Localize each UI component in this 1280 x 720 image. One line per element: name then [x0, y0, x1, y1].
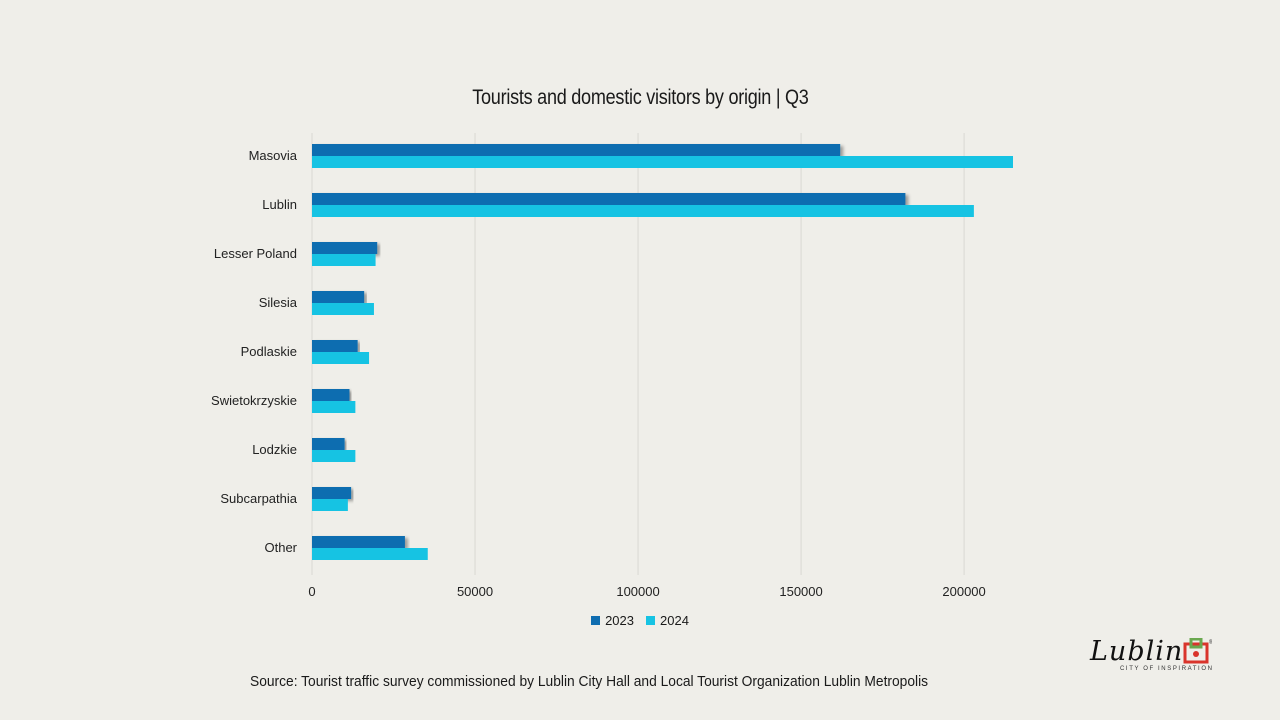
bar-2024-lublin [312, 205, 974, 217]
logo-wordmark: Lublin [1090, 636, 1184, 667]
source-note: Source: Tourist traffic survey commissio… [250, 673, 929, 690]
bar-2024-masovia [312, 156, 1013, 168]
bar-2024-subcarpathia [312, 499, 348, 511]
x-tick-label: 50000 [457, 584, 493, 599]
bar-2023-silesia [312, 291, 365, 303]
category-label: Masovia [249, 148, 298, 163]
bar-2024-podlaskie [312, 352, 370, 364]
bar-2024-other [312, 548, 428, 560]
legend-label-2023: 2023 [605, 613, 634, 628]
x-tick-label: 100000 [616, 584, 659, 599]
legend-item-2024: 2024 [646, 613, 689, 628]
bars [312, 144, 1013, 560]
bar-2024-lesser-poland [312, 254, 376, 266]
bar-2023-swietokrzyskie [312, 389, 350, 401]
category-label: Lodzkie [252, 442, 297, 457]
x-tick-label: 150000 [779, 584, 822, 599]
category-label: Other [264, 540, 297, 555]
bar-2023-podlaskie [312, 340, 358, 352]
category-labels: Masovia Lublin Lesser Poland Silesia Podlask… [211, 148, 298, 555]
x-tick-label: 0 [308, 584, 315, 599]
bar-2024-swietokrzyskie [312, 401, 356, 413]
bar-2024-lodzkie [312, 450, 356, 462]
bar-2023-other [312, 536, 405, 548]
bar-2023-lodzkie [312, 438, 345, 450]
category-label: Subcarpathia [220, 491, 297, 506]
legend: 2023 2024 [0, 613, 1280, 628]
bar-2023-lublin [312, 193, 906, 205]
legend-swatch-2024 [646, 616, 655, 625]
logo-emblem-icon: ® [1183, 638, 1212, 664]
category-label: Silesia [259, 295, 298, 310]
svg-text:®: ® [1209, 639, 1212, 646]
category-label: Lesser Poland [214, 246, 297, 261]
category-label: Podlaskie [241, 344, 297, 359]
chart-title: Tourists and domestic visitors by origin… [472, 86, 809, 109]
category-label: Swietokrzyskie [211, 393, 297, 408]
lublin-logo: Lublin ® CITY OF INSPIRATION [1088, 636, 1218, 676]
x-tick-label: 200000 [942, 584, 985, 599]
bar-2023-masovia [312, 144, 841, 156]
bar-2023-subcarpathia [312, 487, 352, 499]
logo-tagline: CITY OF INSPIRATION [1120, 666, 1214, 672]
bar-2024-silesia [312, 303, 374, 315]
legend-swatch-2023 [591, 616, 601, 625]
legend-item-2023: 2023 [591, 613, 634, 628]
legend-label-2024: 2024 [660, 613, 689, 628]
bar-2023-lesser-poland [312, 242, 378, 254]
category-label: Lublin [262, 197, 297, 212]
x-axis-ticks: 0 50000 100000 150000 200000 [308, 584, 985, 599]
